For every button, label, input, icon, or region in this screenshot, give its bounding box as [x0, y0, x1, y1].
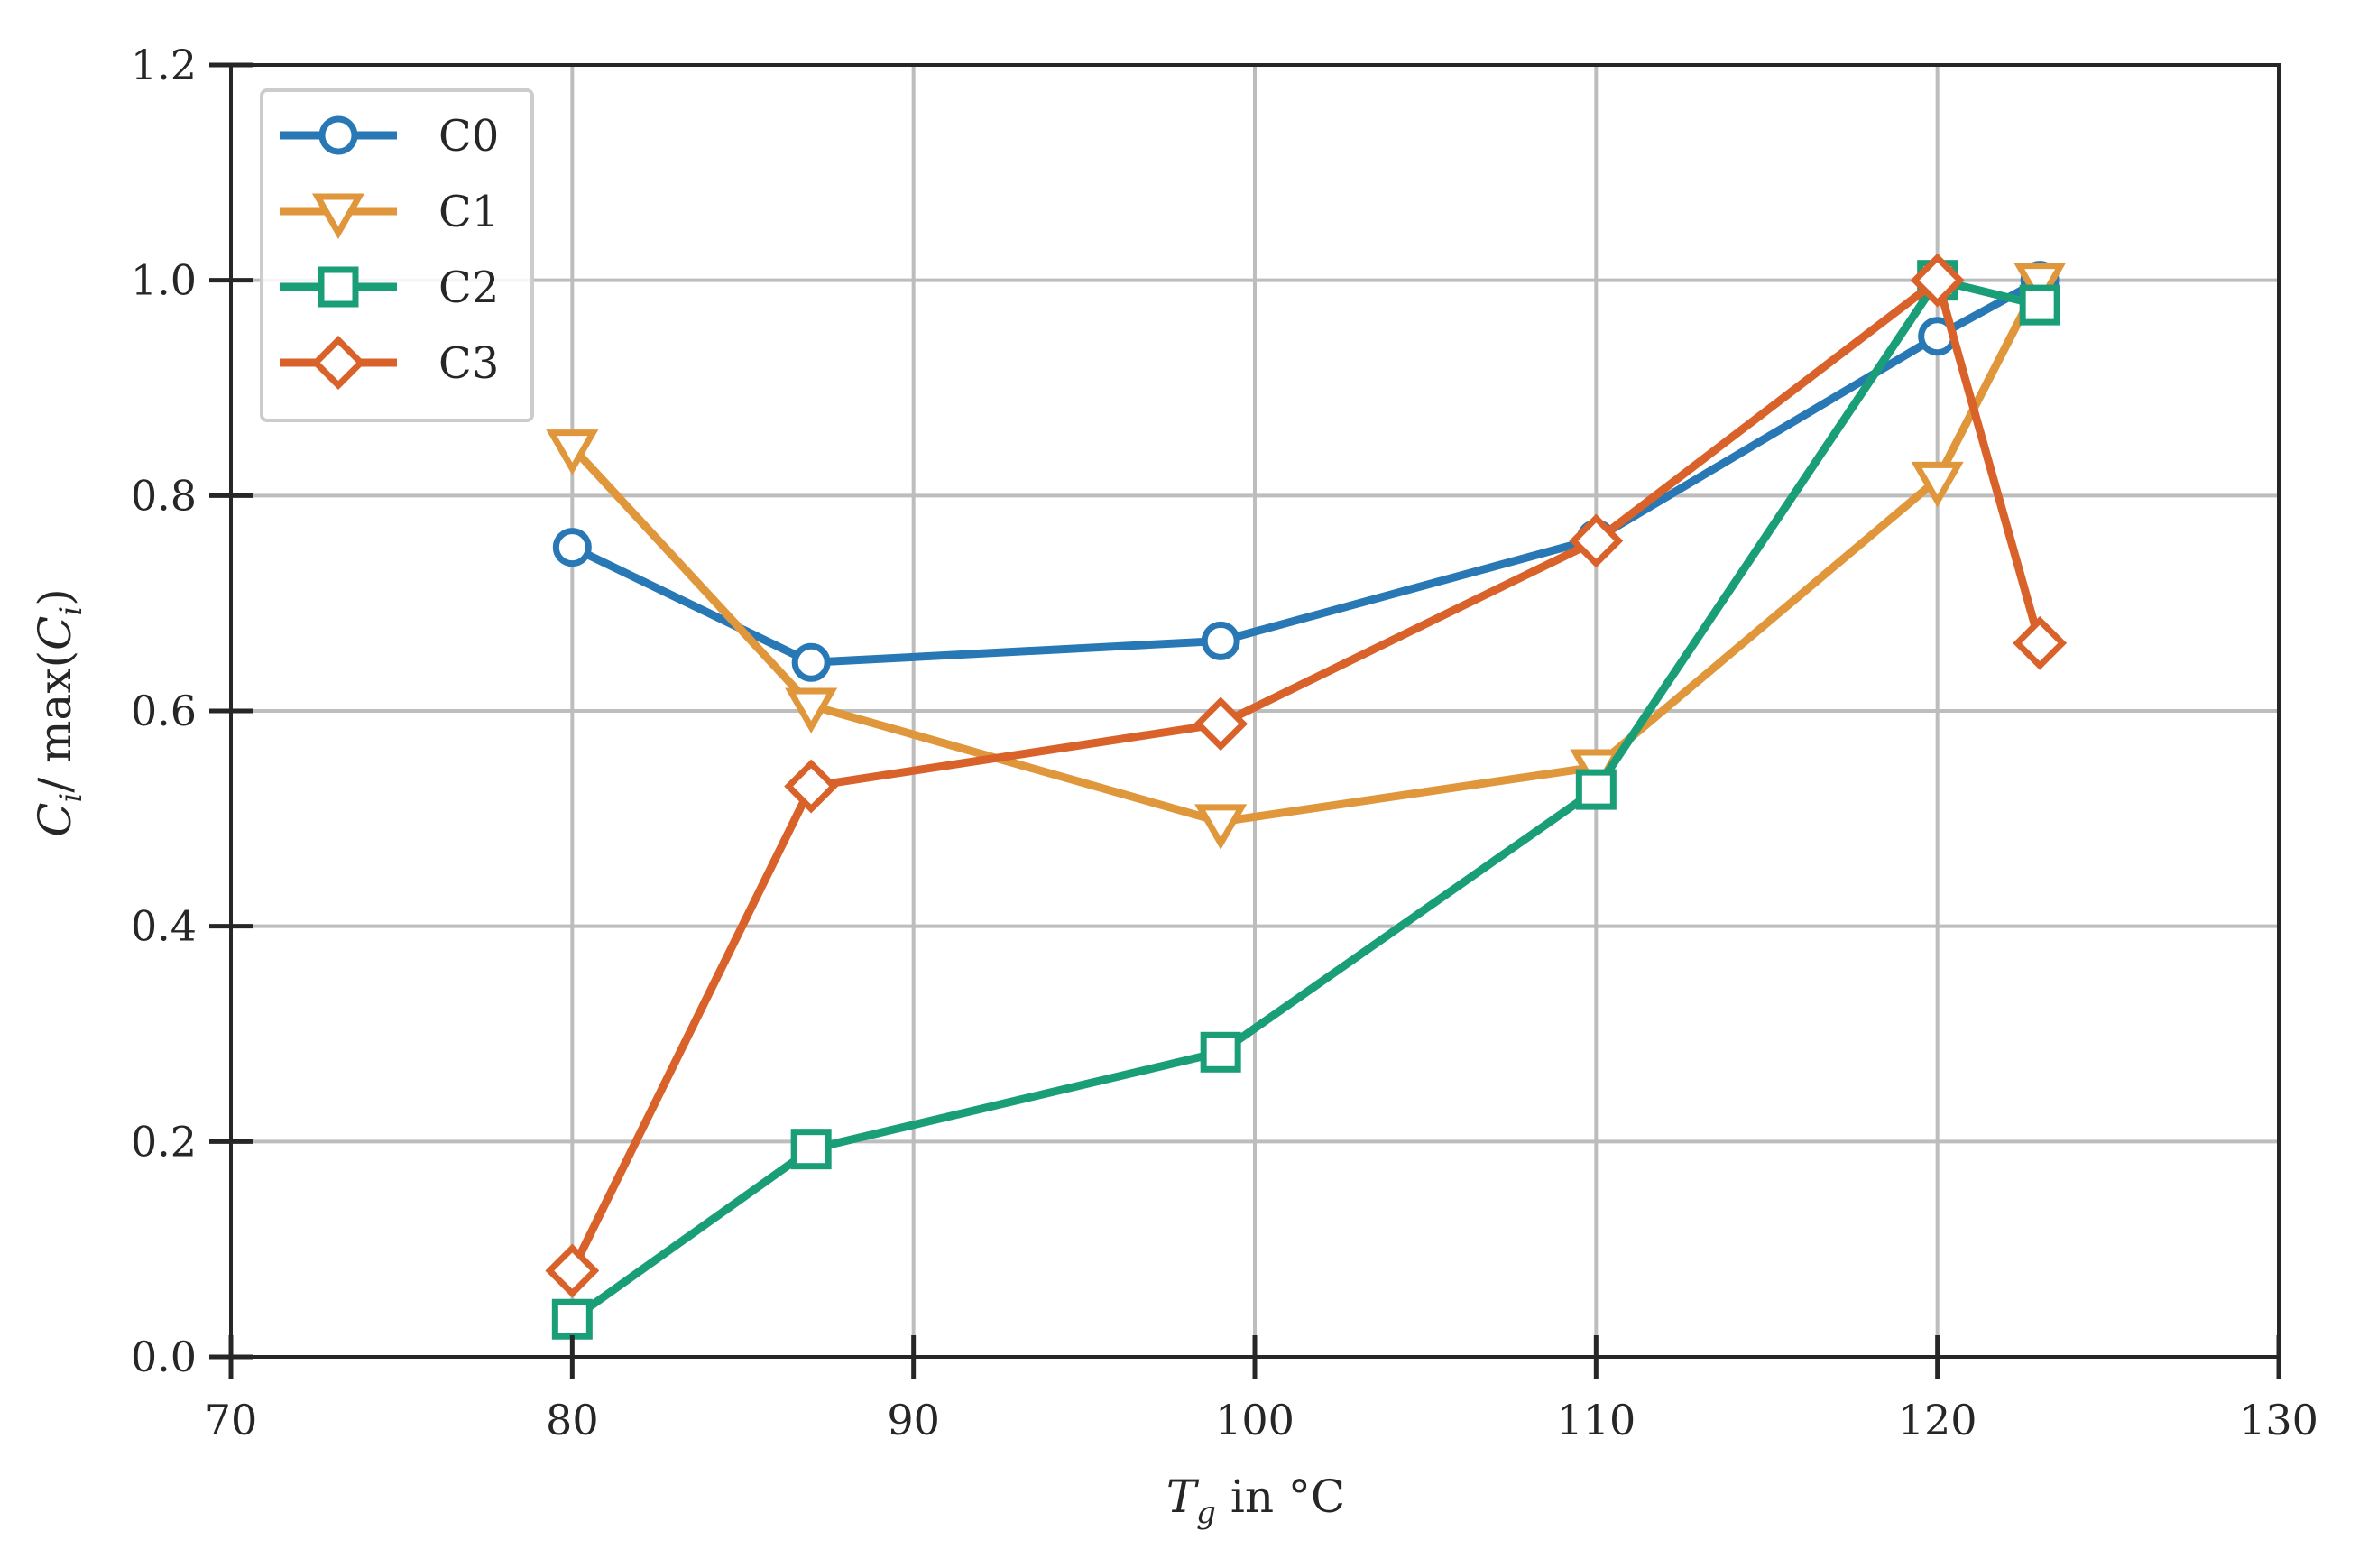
series-layer [545, 253, 2068, 1340]
y-tick-label: 1.2 [131, 41, 197, 89]
axis-ticks: 70 80 90 100 110 120 130 0.0 0.2 0.4 0.6 0.8 1.0 1.2 [131, 41, 2318, 1444]
series-C1 [546, 263, 2067, 850]
series-C2 [551, 260, 2060, 1340]
data-point-C3 [784, 759, 839, 814]
data-point-C3 [1910, 253, 1965, 308]
data-point-C2 [2019, 284, 2060, 326]
y-axis-label: Ci/ max(Ci) [29, 588, 89, 836]
legend-entry-C2: C2 [280, 263, 499, 313]
legend-entry-C1: C1 [280, 187, 499, 240]
legend: C0 C1 C2 C3 [260, 88, 534, 422]
legend-label-C0: C0 [438, 111, 499, 161]
data-point-C2 [790, 1129, 832, 1170]
x-tick-label: 90 [887, 1396, 940, 1444]
data-point-C0 [1201, 621, 1240, 660]
data-point-C3 [1569, 513, 1624, 568]
legend-marker-C3 [311, 336, 365, 390]
legend-entry-C3: C3 [280, 336, 499, 390]
legend-label-C2: C2 [438, 263, 499, 313]
x-tick-label: 100 [1215, 1396, 1295, 1444]
data-point-C2 [1575, 769, 1617, 810]
series-C0 [552, 261, 2060, 682]
data-point-C1 [2013, 263, 2067, 309]
data-point-C3 [545, 1243, 600, 1298]
series-line-C0 [567, 276, 2044, 667]
legend-marker-C0 [318, 115, 358, 155]
series-line-C1 [567, 276, 2044, 826]
data-point-C0 [552, 528, 592, 567]
data-point-C1 [785, 687, 838, 734]
legend-marker-C2 [318, 266, 359, 308]
data-point-C1 [546, 429, 599, 475]
x-tick-label: 110 [1556, 1396, 1636, 1444]
data-point-C1 [1911, 461, 1964, 508]
data-point-C3 [2013, 615, 2068, 670]
x-tick-label: 80 [546, 1396, 599, 1444]
x-tick-label: 120 [1898, 1396, 1977, 1444]
data-point-C0 [791, 642, 831, 682]
x-tick-label: 130 [2239, 1396, 2318, 1444]
data-point-C2 [551, 1298, 593, 1340]
y-tick-label: 0.4 [131, 902, 197, 951]
legend-box [260, 88, 534, 422]
series-line-C3 [567, 276, 2044, 1276]
legend-entry-C0: C0 [280, 111, 499, 161]
y-tick-label: 0.8 [131, 471, 197, 520]
series-C3 [545, 253, 2068, 1298]
y-tick-label: 0.2 [131, 1117, 197, 1166]
legend-marker-C1 [311, 193, 365, 240]
x-axis-label: Tg in °C [1166, 1471, 1345, 1531]
y-tick-label: 0.6 [131, 687, 197, 735]
x-tick-label: 70 [205, 1396, 258, 1444]
legend-label-C3: C3 [438, 338, 499, 389]
y-tick-label: 0.0 [131, 1333, 197, 1381]
data-point-C3 [1193, 696, 1249, 752]
y-tick-label: 1.0 [131, 256, 197, 305]
legend-label-C1: C1 [438, 187, 499, 237]
data-point-C1 [1194, 804, 1248, 850]
data-point-C2 [1200, 1031, 1241, 1073]
